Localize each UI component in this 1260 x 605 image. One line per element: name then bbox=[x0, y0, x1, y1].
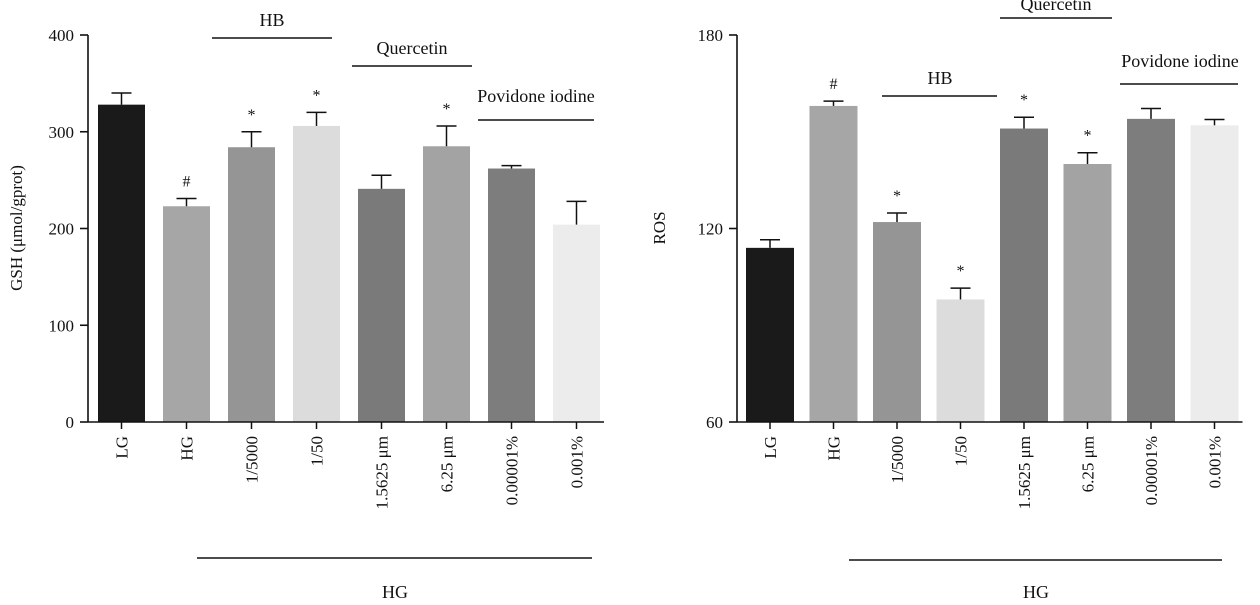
x-tick-label: 1/50 bbox=[308, 436, 327, 466]
group-label: HB bbox=[259, 10, 284, 30]
x-tick-label: 6.25 μm bbox=[1079, 436, 1098, 492]
y-axis-label: GSH (μmol/gprot) bbox=[7, 165, 26, 291]
x-tick-label: 1/5000 bbox=[888, 436, 907, 483]
y-tick-label: 400 bbox=[49, 26, 75, 45]
y-tick-label: 60 bbox=[706, 413, 723, 432]
bar-6 bbox=[488, 168, 535, 422]
bar-1 bbox=[163, 206, 210, 422]
group-label: Quercetin bbox=[377, 38, 448, 58]
bar-2 bbox=[228, 147, 275, 423]
bar-6 bbox=[1127, 118, 1175, 422]
significance-marker: # bbox=[183, 174, 191, 191]
x-tick-label: 1.5625 μm bbox=[1015, 436, 1034, 509]
y-tick-label: 100 bbox=[49, 316, 75, 335]
y-axis-label: ROS bbox=[650, 211, 669, 244]
y-tick-label: 200 bbox=[49, 220, 75, 239]
bar-5 bbox=[423, 146, 470, 422]
bottom-group-label: HG bbox=[382, 582, 408, 602]
x-tick-label: HG bbox=[825, 436, 844, 461]
bar-0 bbox=[98, 104, 145, 422]
x-tick-label: 0.00001% bbox=[503, 436, 522, 505]
significance-marker: * bbox=[893, 188, 901, 205]
x-tick-label: LG bbox=[113, 436, 132, 459]
bar-7 bbox=[1190, 125, 1239, 423]
y-tick-label: 0 bbox=[66, 413, 75, 432]
bar-1 bbox=[809, 105, 858, 422]
group-label: Povidone iodine bbox=[477, 86, 595, 106]
bottom-group-label: HG bbox=[1023, 582, 1049, 602]
x-tick-label: 1/5000 bbox=[243, 436, 262, 483]
x-tick-label: 0.00001% bbox=[1142, 436, 1161, 505]
y-tick-label: 180 bbox=[698, 26, 724, 45]
y-tick-label: 120 bbox=[698, 220, 724, 239]
bar-4 bbox=[1000, 128, 1048, 422]
group-label: Quercetin bbox=[1021, 0, 1092, 14]
bar-3 bbox=[293, 125, 340, 422]
y-tick-label: 300 bbox=[49, 123, 75, 142]
significance-marker: * bbox=[1084, 128, 1092, 145]
significance-marker: * bbox=[957, 263, 965, 280]
significance-marker: * bbox=[1020, 92, 1028, 109]
x-tick-label: HG bbox=[178, 436, 197, 461]
x-tick-label: 6.25 μm bbox=[438, 436, 457, 492]
x-tick-label: 0.001% bbox=[1206, 436, 1225, 488]
x-tick-label: 0.001% bbox=[568, 436, 587, 488]
bar-7 bbox=[553, 224, 600, 422]
significance-marker: * bbox=[313, 87, 321, 104]
significance-marker: * bbox=[443, 101, 451, 118]
x-tick-label: 1.5625 μm bbox=[373, 436, 392, 509]
bar-0 bbox=[746, 247, 794, 422]
significance-marker: * bbox=[248, 107, 256, 124]
x-tick-label: LG bbox=[761, 436, 780, 459]
group-label: HB bbox=[927, 68, 952, 88]
bar-2 bbox=[873, 222, 921, 422]
bar-4 bbox=[358, 188, 405, 422]
bar-5 bbox=[1063, 164, 1112, 422]
ros-chart: 60 120 180 ROS LG # HG * 1/5000 * 1/50 * 1.5625 μm * 6… bbox=[650, 0, 1243, 602]
x-tick-label: 1/50 bbox=[952, 436, 971, 466]
group-label: Povidone iodine bbox=[1121, 51, 1239, 71]
significance-marker: # bbox=[830, 76, 838, 93]
bar-3 bbox=[936, 299, 985, 422]
